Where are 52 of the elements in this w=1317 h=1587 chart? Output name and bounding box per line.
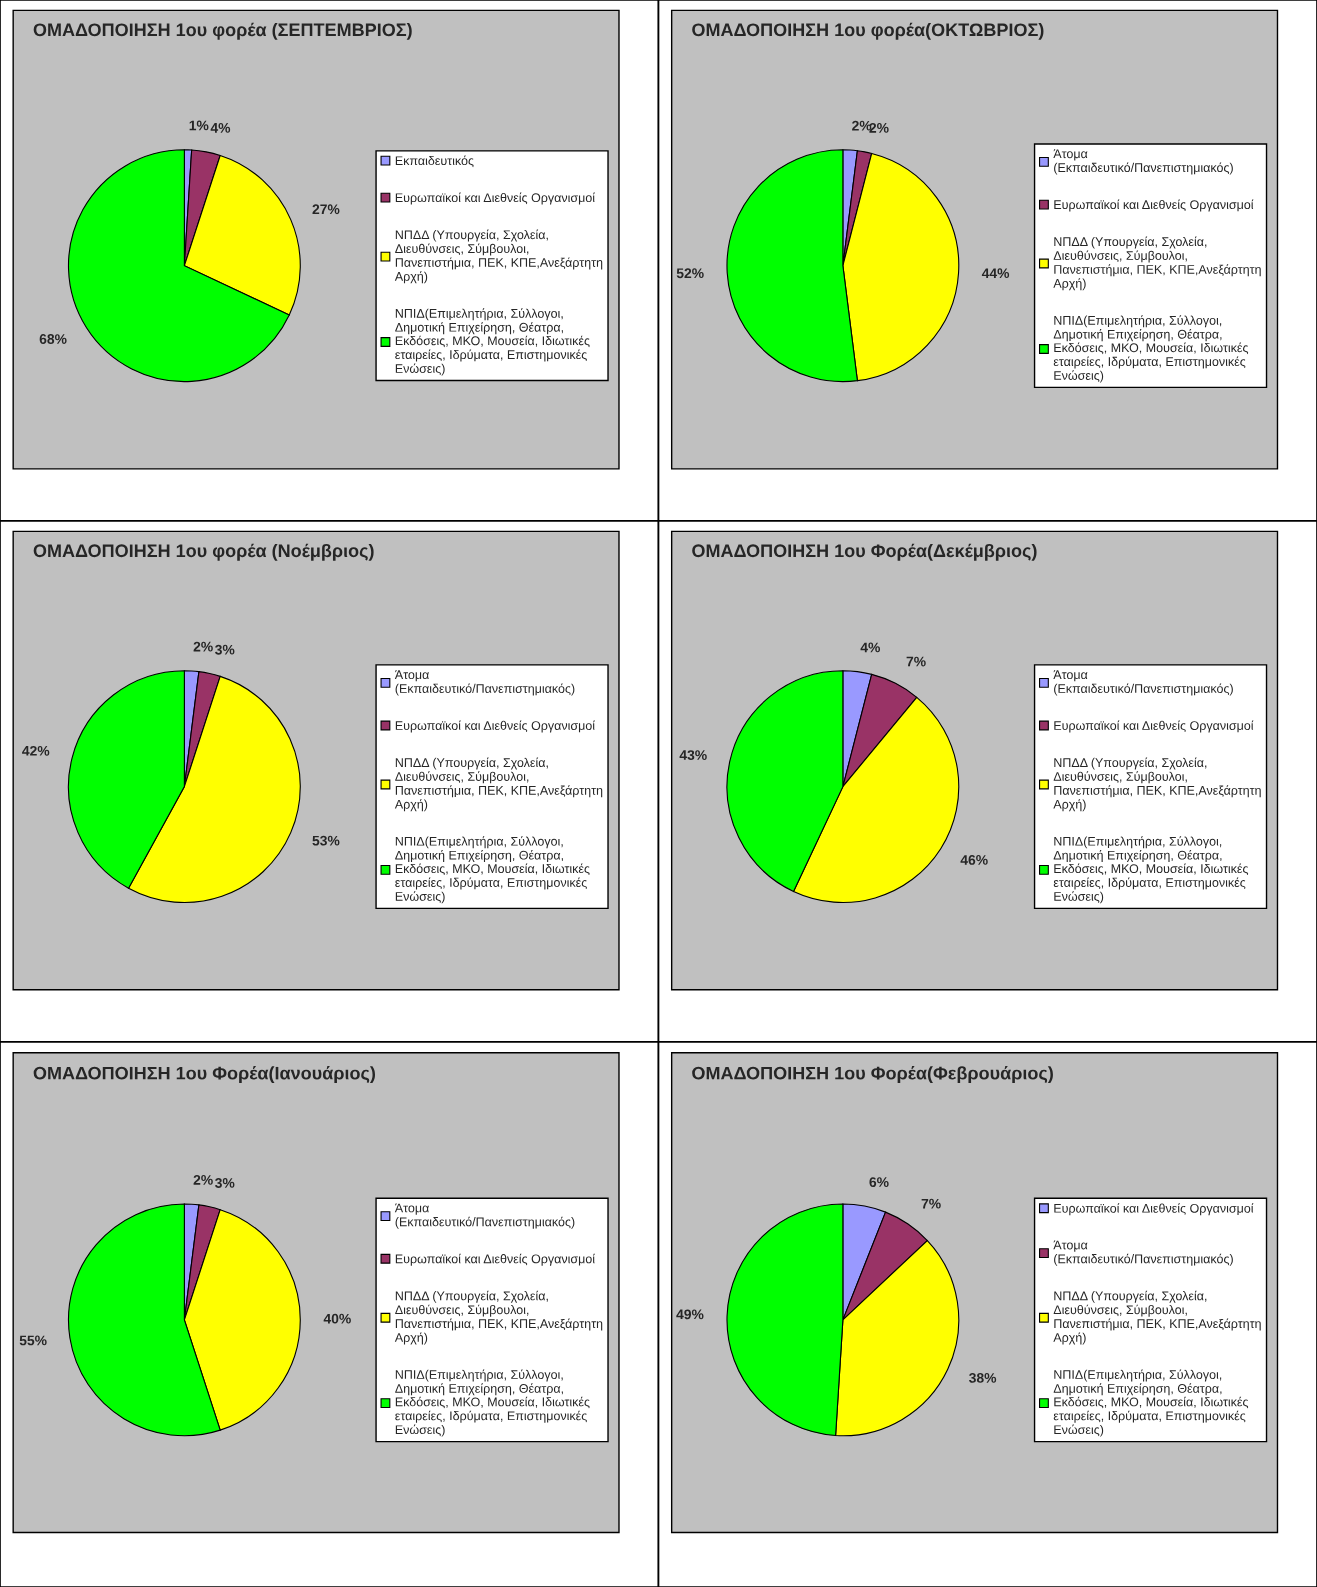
legend-label: ΝΠΙΔ(Επιμελητήρια, Σύλλογοι, Δημοτική Επιχείρηση, Θέατρα, Εκδόσεις, ΜΚΟ, Μουσεία, Ιδιωτικές εταιρείες, Ιδρύματα, Επιστημονικές Ενώσεις) (395, 836, 590, 904)
legend-label: Άτομα (Εκπαιδευτικό/Πανεπιστημιακός) (394, 1203, 575, 1229)
data-label: 44% (981, 268, 1010, 279)
data-label: 43% (679, 750, 707, 761)
data-label: 40% (323, 1313, 351, 1324)
legend-label: ΝΠΔΔ (Υπουργεία, Σχολεία, Διευθύνσεις, Σύμβουλοι, Πανεπιστήμια, ΠΕΚ, ΚΠΕ,Ανεξάρτητη Αρχή) (1053, 236, 1261, 291)
data-label: 38% (969, 1373, 997, 1383)
legend-label: ΝΠΙΔ(Επιμελητήρια, Σύλλογοι, Δημοτική Επιχείρηση, Θέατρα, Εκδόσεις, ΜΚΟ, Μουσεία, Ιδιωτικές εταιρείες, Ιδρύματα, Επιστημονικές Ενώσεις) (1053, 1369, 1249, 1437)
legend-label: Άτομα (Εκπαιδευτικό/Πανεπιστημιακός) (1053, 149, 1233, 175)
legend-label: ΝΠΙΔ(Επιμελητήρια, Σύλλογοι, Δημοτική Επιχείρηση, Θέατρα, Εκδόσεις, ΜΚΟ, Μουσεία, Ιδιωτικές εταιρείες, Ιδρύματα, Επιστημονικές Ενώσεις) (395, 1369, 590, 1437)
data-label: 49% (676, 1309, 704, 1320)
legend-label: ΝΠΔΔ (Υπουργεία, Σχολεία, Διευθύνσεις, Σύμβουλοι, Πανεπιστήμια, ΠΕΚ, ΚΠΕ,Ανεξάρτητη Αρχή) (394, 1290, 603, 1345)
legend-label: Ευρωπαϊκοί και Διεθνείς Οργανισμοί (395, 192, 595, 205)
legend-label: ΝΠΙΔ(Επιμελητήρια, Σύλλογοι, Δημοτική Επιχείρηση, Θέατρα, Εκδόσεις, ΜΚΟ, Μουσεία, Ιδιωτικές εταιρείες, Ιδρύματα, Επιστημονικές Ενώσεις) (395, 308, 590, 376)
data-label: 53% (312, 835, 340, 846)
legend-label: ΝΠΔΔ (Υπουργεία, Σχολεία, Διευθύνσεις, Σύμβουλοι, Πανεπιστήμια, ΠΕΚ, ΚΠΕ,Ανεξάρτητη Αρχή) (1053, 757, 1261, 812)
legend-label: ΝΠΙΔ(Επιμελητήρια, Σύλλογοι, Δημοτική Επιχείρηση, Θέατρα, Εκδόσεις, ΜΚΟ, Μουσεία, Ιδιωτικές εταιρείες, Ιδρύματα, Επιστημονικές Ενώσεις) (1053, 836, 1249, 904)
data-label: 4% (860, 642, 881, 653)
data-label: 3% (215, 1178, 235, 1188)
data-label: 3% (215, 644, 235, 655)
legend-label: Ευρωπαϊκοί και Διεθνείς Οργανισμοί (1054, 1203, 1254, 1216)
legend-label: Ευρωπαϊκοί και Διεθνείς Οργανισμοί (395, 720, 595, 733)
data-label: 7% (921, 1198, 941, 1209)
legend-label: ΝΠΔΔ (Υπουργεία, Σχολεία, Διευθύνσεις, Σύμβουλοι, Πανεπιστήμια, ΠΕΚ, ΚΠΕ,Ανεξάρτητη Αρχή) (394, 229, 603, 284)
chart-title: ΟΜΑΔΟΠΟΙΗΣΗ 1ου φορέα (ΣΕΠΤΕΜΒΡΙΟΣ) (33, 22, 412, 40)
chart-title: ΟΜΑΔΟΠΟΙΗΣΗ 1ου φορέα (Νοέμβριος) (33, 543, 374, 561)
legend-label: Εκπαιδευτικός (395, 155, 474, 168)
legend-label: ΝΠΔΔ (Υπουργεία, Σχολεία, Διευθύνσεις, Σύμβουλοι, Πανεπιστήμια, ΠΕΚ, ΚΠΕ,Ανεξάρτητη Αρχή) (394, 757, 603, 812)
legend-label: ΝΠΙΔ(Επιμελητήρια, Σύλλογοι, Δημοτική Επιχείρηση, Θέατρα, Εκδόσεις, ΜΚΟ, Μουσεία, Ιδιωτικές εταιρείες, Ιδρύματα, Επιστημονικές Ενώσεις) (1053, 315, 1249, 383)
legend-label: Άτομα (Εκπαιδευτικό/Πανεπιστημιακός) (1053, 670, 1233, 696)
data-label: 2% (193, 641, 213, 652)
data-label: 4% (210, 123, 231, 133)
legend-label: ΝΠΔΔ (Υπουργεία, Σχολεία, Διευθύνσεις, Σύμβουλοι, Πανεπιστήμια, ΠΕΚ, ΚΠΕ,Ανεξάρτητη Αρχή) (1053, 1290, 1261, 1345)
legend-label: Ευρωπαϊκοί και Διεθνείς Οργανισμοί (1054, 720, 1254, 733)
data-label: 27% (312, 204, 340, 215)
data-label: 55% (19, 1335, 47, 1346)
chart-title: ΟΜΑΔΟΠΟΙΗΣΗ 1ου φορέα(ΟΚΤΩΒΡΙΟΣ) (692, 22, 1044, 40)
legend-label: Ευρωπαϊκοί και Διεθνείς Οργανισμοί (395, 1253, 595, 1266)
legend-label: Ευρωπαϊκοί και Διεθνείς Οργανισμοί (1054, 199, 1254, 212)
legend-label: Άτομα (Εκπαιδευτικό/Πανεπιστημιακός) (1053, 1240, 1233, 1266)
data-label: 7% (906, 656, 926, 667)
data-label: 68% (39, 334, 67, 344)
legend-label: Άτομα (Εκπαιδευτικό/Πανεπιστημιακός) (394, 670, 575, 696)
data-label: 52% (676, 268, 704, 279)
data-label: 2% (193, 1174, 213, 1185)
data-label: 6% (869, 1177, 889, 1188)
chart-title: ΟΜΑΔΟΠΟΙΗΣΗ 1ου Φορέα(Ιανουάριος) (33, 1066, 376, 1084)
chart-title: ΟΜΑΔΟΠΟΙΗΣΗ 1ου Φορέα(Δεκέμβριος) (692, 543, 1037, 561)
data-label: 46% (960, 855, 988, 865)
chart-title: ΟΜΑΔΟΠΟΙΗΣΗ 1ου Φορέα(Φεβρουάριος) (692, 1066, 1053, 1084)
data-label: 1% (189, 120, 209, 131)
data-label: 42% (22, 745, 50, 756)
